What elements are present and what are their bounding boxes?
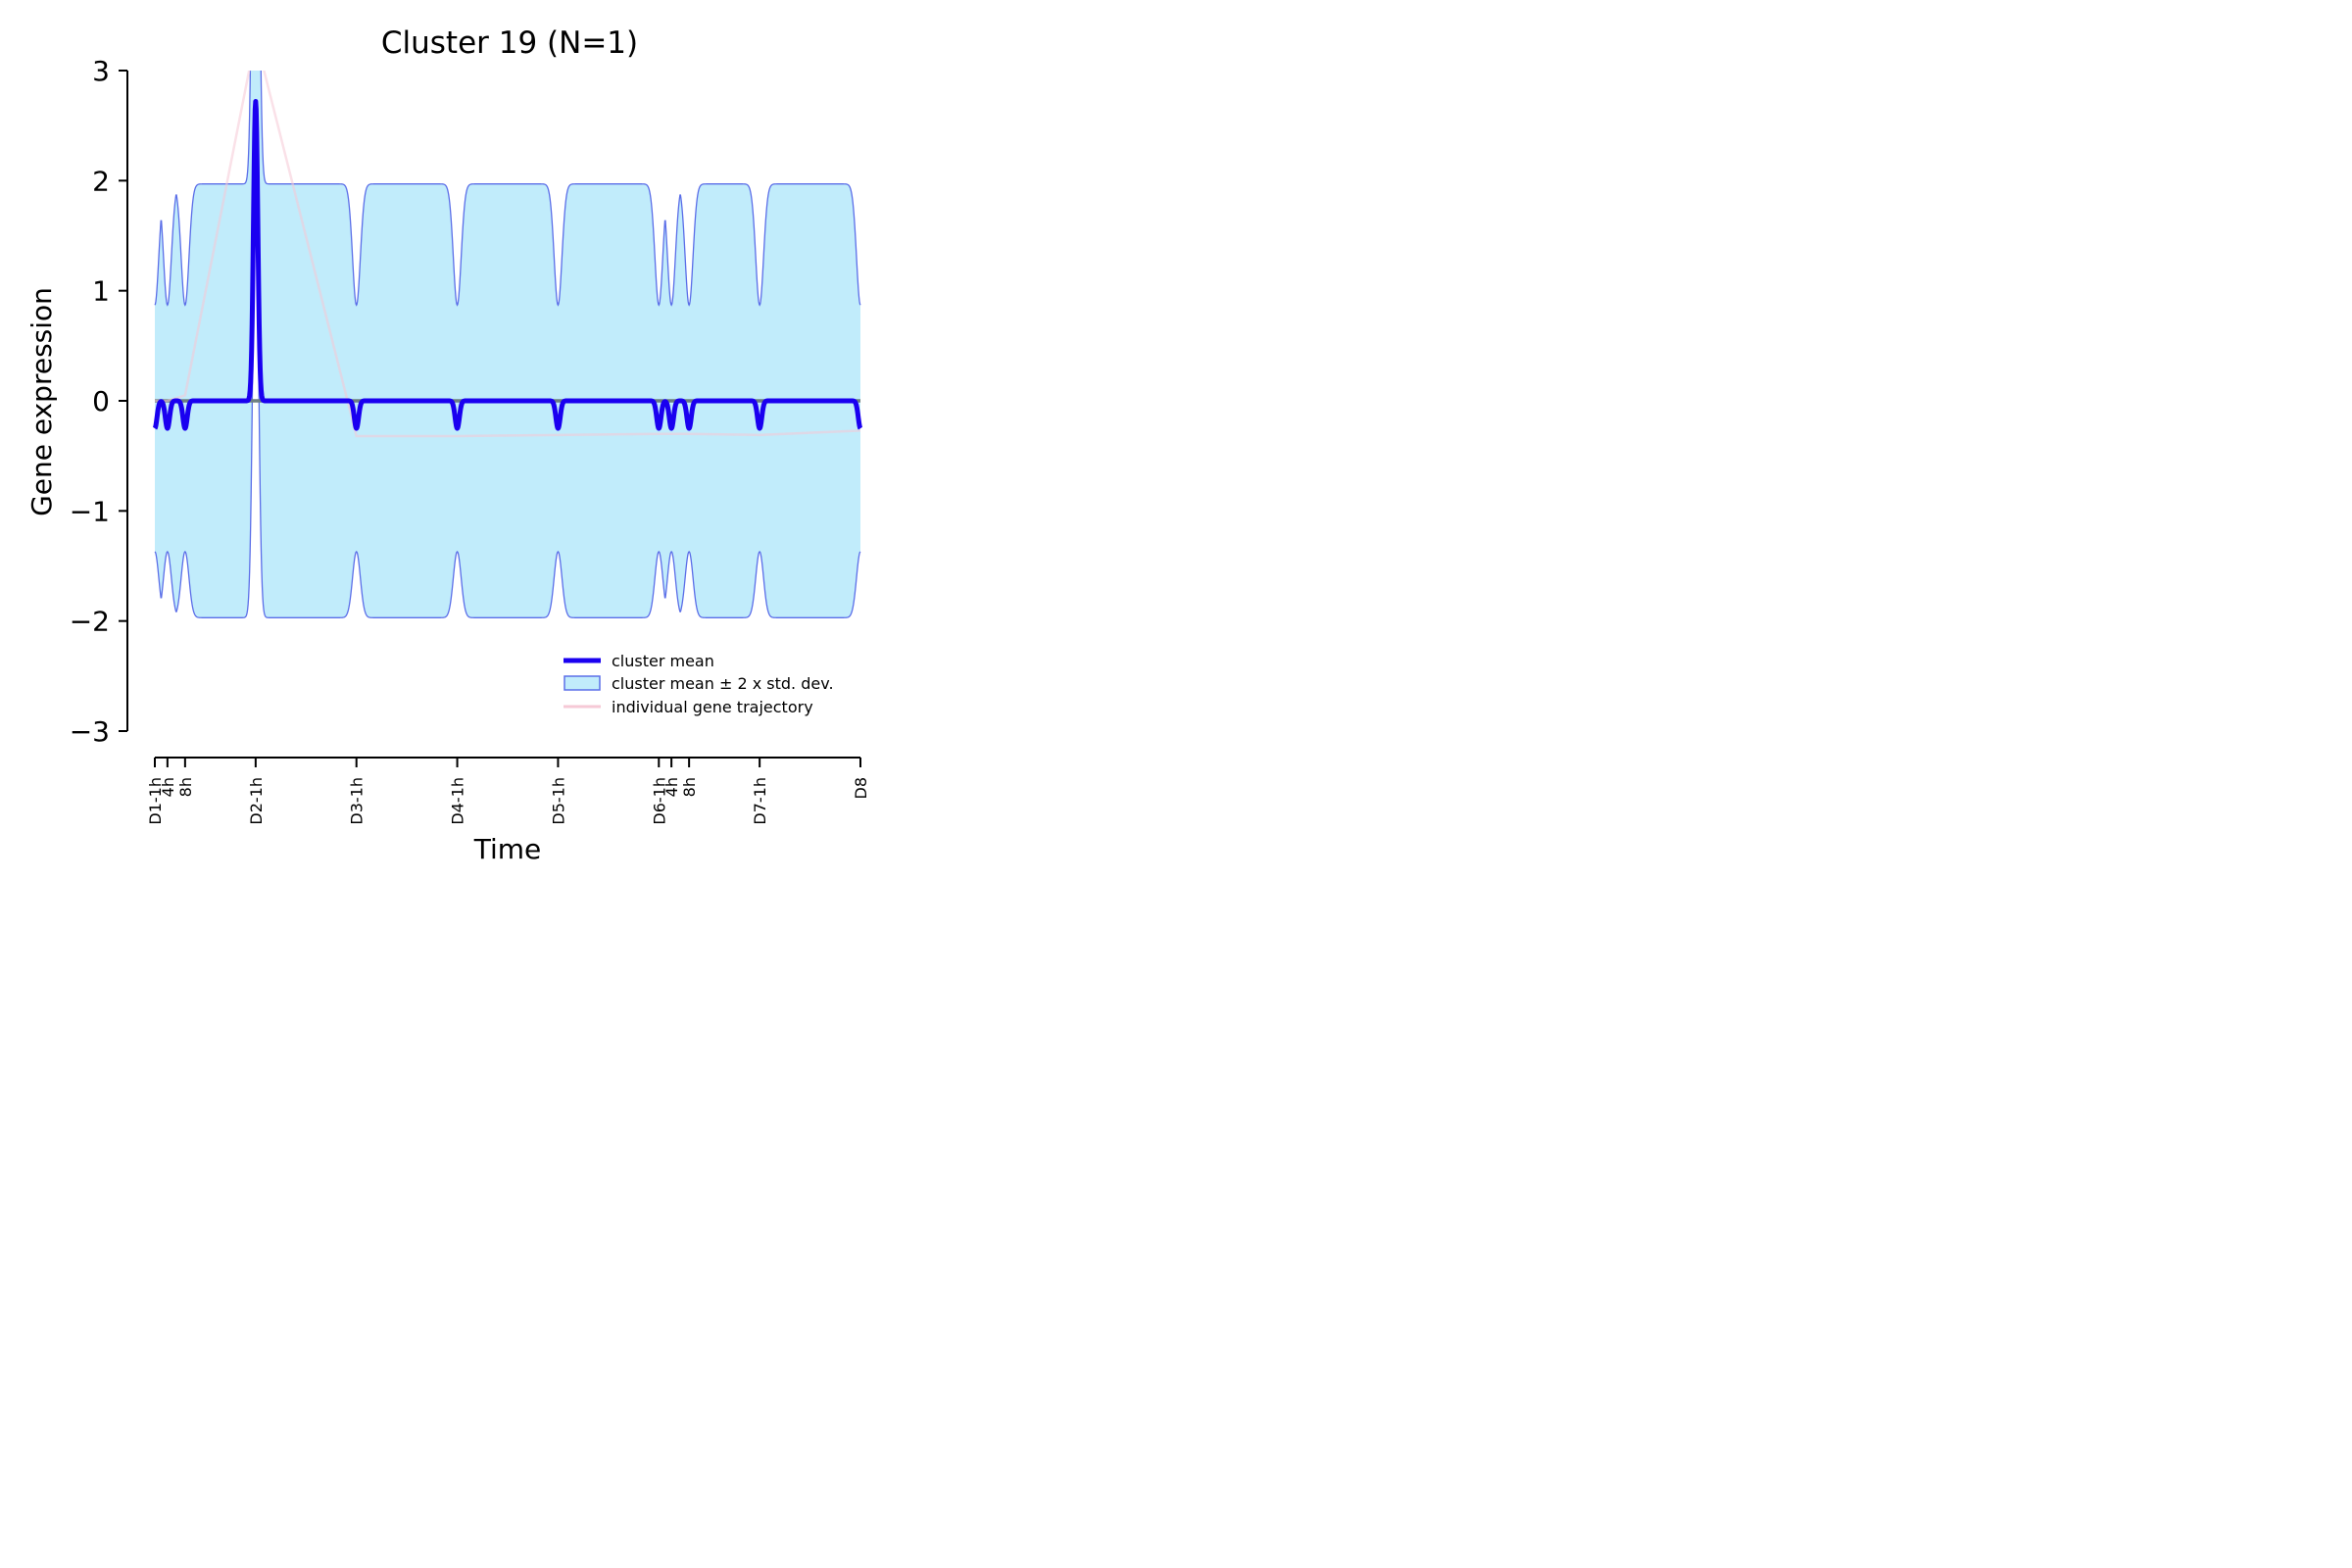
x-tick-label: D5-1h	[549, 777, 567, 825]
x-tick-label: 8h	[176, 777, 195, 797]
legend-swatch-std-dev-band	[564, 675, 601, 691]
y-tick-label: −1	[70, 495, 110, 527]
x-tick-label: D6-1h	[650, 777, 668, 825]
x-axis-label: Time	[473, 833, 542, 865]
x-tick-label: D8	[852, 777, 870, 800]
std-dev-band-lower-edge	[154, 176, 861, 618]
chart-title: Cluster 19 (N=1)	[381, 25, 638, 61]
x-tick-label: D3-1h	[348, 777, 367, 825]
x-tick-label: 8h	[680, 777, 699, 797]
y-tick-label: 0	[92, 385, 110, 417]
individual-gene-trajectory-line	[155, 71, 861, 438]
y-tick-label: 3	[92, 55, 110, 87]
y-tick-label: −3	[70, 715, 110, 748]
std-dev-band-upper-edge	[154, 71, 861, 307]
legend-label-std-dev-band: cluster mean ± 2 x std. dev.	[612, 674, 834, 693]
x-tick-label: D4-1h	[449, 777, 467, 825]
y-tick-label: 2	[92, 165, 110, 197]
y-tick-label: 1	[92, 275, 110, 308]
legend: cluster mean cluster mean ± 2 x std. dev…	[564, 652, 834, 716]
legend-label-cluster-mean: cluster mean	[612, 652, 714, 670]
y-axis: −3 −2 −1 0 1 2 3	[70, 55, 128, 748]
std-dev-band	[155, 71, 860, 618]
legend-label-individual-gene: individual gene trajectory	[612, 698, 813, 716]
plot-area	[152, 71, 863, 618]
x-tick-label: 4h	[159, 777, 177, 797]
y-tick-label: −2	[70, 606, 110, 638]
x-tick-label: 4h	[662, 777, 681, 797]
x-tick-label: D1-1h	[146, 777, 165, 825]
y-axis-label: Gene expression	[25, 287, 58, 516]
cluster-mean-line	[152, 98, 863, 431]
x-tick-label: D7-1h	[751, 777, 769, 825]
x-tick-label: D2-1h	[247, 777, 266, 825]
